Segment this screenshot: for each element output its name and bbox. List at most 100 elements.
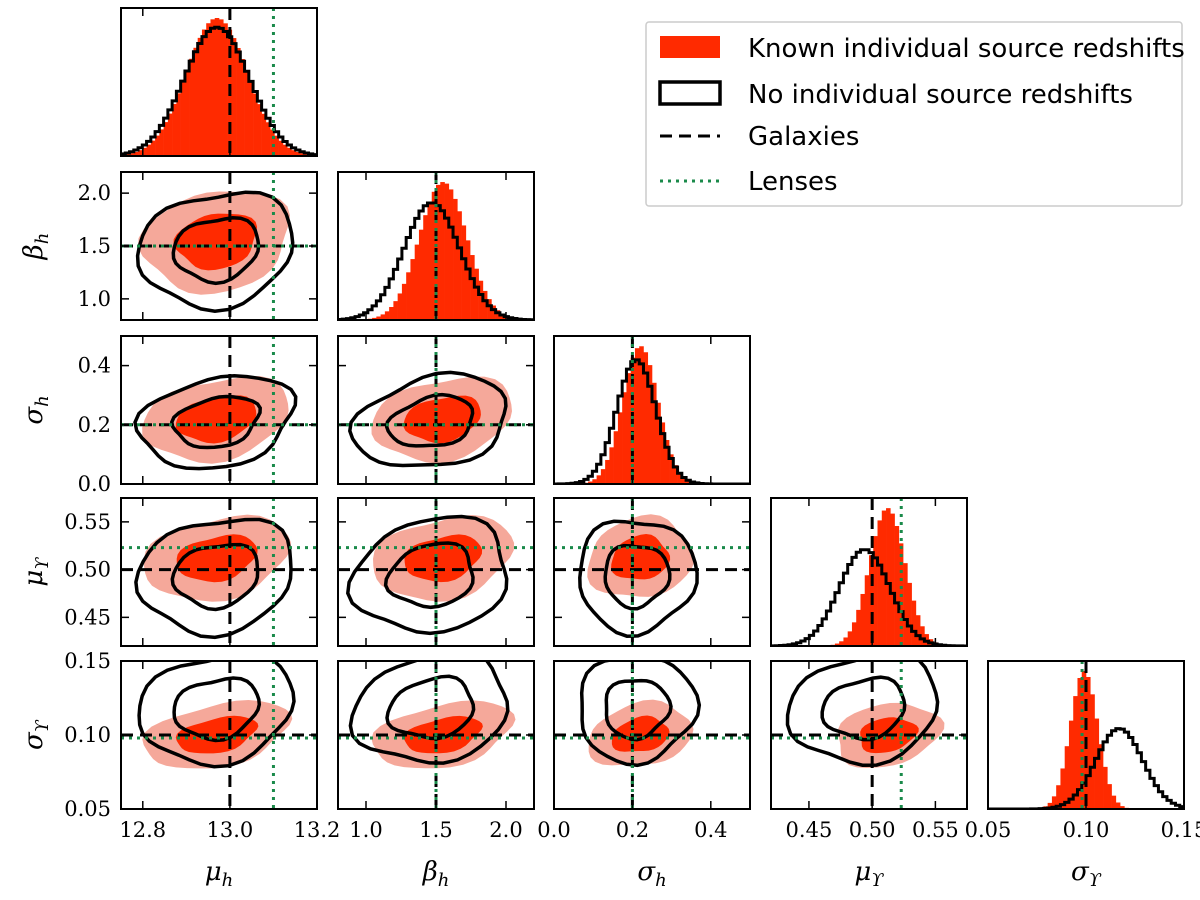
hist-bar-known: [440, 182, 445, 320]
hist-bar-known: [677, 472, 683, 484]
hist-bar-known: [617, 412, 623, 484]
hist-bar-known: [244, 70, 250, 156]
y-tick-label: 2.0: [78, 181, 111, 205]
hist-bar-known: [634, 348, 640, 484]
contour-no-2sigma: [135, 190, 295, 313]
x-tick-label: 0.4: [694, 818, 727, 842]
hist-bar-known: [856, 609, 861, 646]
contour-panel-mu_h-mu_ups: [121, 498, 317, 646]
contour-frame-mu_h-sigma_h: [120, 335, 318, 485]
contour-panel-sigma_h-sigma_ups: [554, 661, 750, 809]
hist-bar-known: [596, 475, 602, 484]
legend-swatch-no: [658, 80, 722, 106]
contour-no-2sigma: [346, 514, 509, 636]
hist-bar-known: [588, 481, 593, 484]
x-tick-label: 0.50: [849, 818, 896, 842]
hist-bar-known: [894, 526, 900, 646]
hist-bar-known: [172, 103, 177, 156]
contour-no-2sigma: [578, 519, 699, 638]
contour-panel-mu_ups-sigma_ups: [771, 661, 967, 809]
hist-bar-known: [236, 48, 241, 156]
hist-bar-known: [389, 307, 394, 320]
hist-bar-known: [201, 29, 207, 156]
contour-panel-mu_h-sigma_h: [121, 336, 317, 484]
contour-no-1sigma: [383, 541, 475, 610]
hist-frame-mu_ups: [770, 497, 968, 647]
hist-bar-known: [214, 18, 220, 156]
x-tick-label: 13.0: [207, 818, 254, 842]
hist-bar-known: [197, 37, 203, 156]
hist-bar-known: [491, 305, 496, 320]
hist-bar-known: [270, 129, 275, 156]
hist-bar-known: [673, 465, 678, 484]
contour-no-1sigma: [171, 216, 261, 286]
hist-bar-known: [1086, 676, 1091, 809]
hist-bar-known: [660, 422, 666, 484]
hist-bar-known: [907, 582, 912, 646]
contour-no-1sigma: [385, 674, 476, 741]
hist-bar-known: [470, 255, 475, 320]
hist-bar-known: [669, 454, 674, 484]
x-tick-label: 0.0: [537, 818, 570, 842]
contour-frame-mu_h-mu_ups: [120, 497, 318, 647]
contour-panel-mu_h-sigma_ups: [121, 661, 317, 809]
hist-bar-known: [1098, 744, 1104, 809]
x-tick-label: 0.05: [965, 818, 1012, 842]
hist-bar-known: [609, 447, 614, 484]
hist-bar-known: [372, 317, 377, 320]
y-tick-label: 1.0: [78, 287, 111, 311]
hist-bar-known: [843, 637, 848, 646]
hist-bar-known: [622, 392, 627, 484]
hist-step-no: [121, 25, 317, 156]
contour-no-2sigma: [137, 661, 296, 769]
hist-bar-known: [877, 520, 883, 646]
hist-bar-known: [1060, 768, 1065, 809]
hist-bar-known: [1068, 720, 1074, 809]
hist-bar-known: [231, 38, 237, 156]
x-tick-label: 12.8: [119, 818, 166, 842]
x-tick-label: 1.5: [419, 818, 452, 842]
hist-bar-known: [681, 477, 687, 484]
hist-bar-known: [592, 479, 597, 484]
x-tick-label: 0.10: [1063, 818, 1110, 842]
hist-bar-known: [495, 310, 501, 320]
hist-bar-known: [647, 365, 653, 484]
hist-bar-known: [167, 113, 173, 156]
contour-frame-sigma_h-mu_ups: [553, 497, 751, 647]
hist-bar-known: [261, 113, 267, 156]
hist-bar-known: [431, 191, 437, 320]
hist-bar-known: [643, 352, 649, 484]
hist-bar-known: [133, 151, 139, 156]
hist-bar-known: [834, 643, 840, 646]
hist-bar-known: [860, 593, 866, 646]
hist-bar-known: [847, 631, 853, 646]
contour-no-1sigma: [384, 392, 475, 448]
hist-bar-known: [380, 314, 386, 320]
hist-bar-known: [376, 316, 381, 320]
contour-no-2sigma: [785, 661, 940, 767]
hist-bar-known: [210, 19, 216, 156]
hist-bar-known: [184, 70, 190, 156]
hist-bar-known: [1107, 784, 1112, 809]
hist-frame-mu_h: [120, 7, 318, 157]
hist-bar-known: [155, 135, 160, 156]
hist-bar-known: [265, 122, 271, 156]
contour-known-1sigma: [173, 213, 258, 271]
hist-bar-known: [410, 259, 415, 320]
y-axis-label-sigma_ups: σϒ: [19, 719, 53, 750]
hist-bar-known: [1077, 678, 1083, 809]
y-tick-label: 0.10: [64, 723, 111, 747]
hist-bar-known: [1051, 796, 1057, 809]
y-tick-label: 0.45: [64, 605, 111, 629]
hist-bar-known: [206, 23, 211, 156]
hist-bar-known: [605, 459, 610, 484]
hist-bar-known: [401, 283, 407, 320]
hist-bar-known: [656, 402, 661, 484]
hist-bar-known: [652, 382, 657, 484]
y-axis-label-sigma_h: σh: [19, 395, 53, 424]
contour-panel-beta_h-mu_ups: [338, 498, 534, 646]
hist-bar-known: [1056, 785, 1061, 809]
hist-frame-sigma_h: [553, 335, 751, 485]
hist-bar-known: [423, 215, 428, 320]
hist-bar-known: [253, 93, 258, 156]
